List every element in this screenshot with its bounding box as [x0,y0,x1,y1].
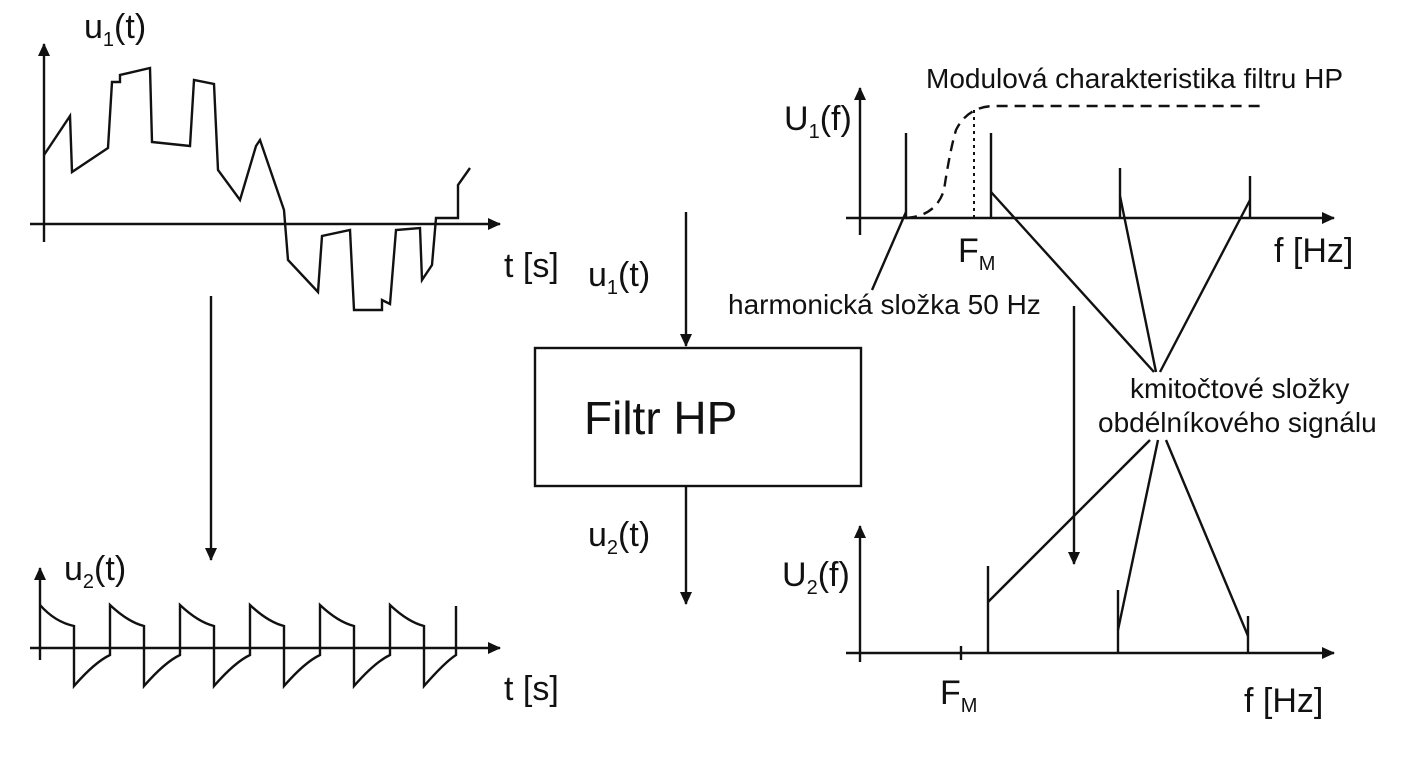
time-top-x-label: t [s] [504,247,559,285]
time-plot-top [30,43,501,312]
spectrum-top [846,87,1335,235]
filter-output-label: u2(t) [588,516,650,559]
components-annotation-line1: kmitočtové složky [1130,373,1349,404]
time-bottom-y-label: u2(t) [64,550,126,593]
time-plot-bottom [30,567,501,690]
harmonic-leader [870,211,908,291]
spectrum-bottom [846,525,1335,662]
spectrum-bottom-x-label: f [Hz] [1244,682,1323,720]
spectrum-top-x-label: f [Hz] [1274,232,1353,270]
signal-u2-waveform [39,602,458,690]
spectrum-bottom-cutoff-label: FM [940,674,977,717]
filter-input-label: u1(t) [588,256,650,299]
signal-u1-waveform [43,66,471,312]
spectrum-bottom-y-label: U2(f) [782,556,850,599]
components-annotation-line2: obdélníkového signálu [1098,407,1377,438]
filter-block [533,212,863,605]
filter-curve-label: Modulová charakteristika filtru HP [926,63,1343,94]
time-top-y-label: u1(t) [84,8,146,51]
time-bottom-x-label: t [s] [504,670,559,708]
harmonic-annotation: harmonická složka 50 Hz [728,289,1041,320]
hp-filter-curve [905,104,1262,220]
spectrum-top-cutoff-label: FM [958,232,995,275]
components-leaders [987,191,1252,637]
filter-box [533,346,863,488]
filter-title: Filtr HP [584,392,737,444]
spectrum-top-y-label: U1(f) [784,100,852,143]
